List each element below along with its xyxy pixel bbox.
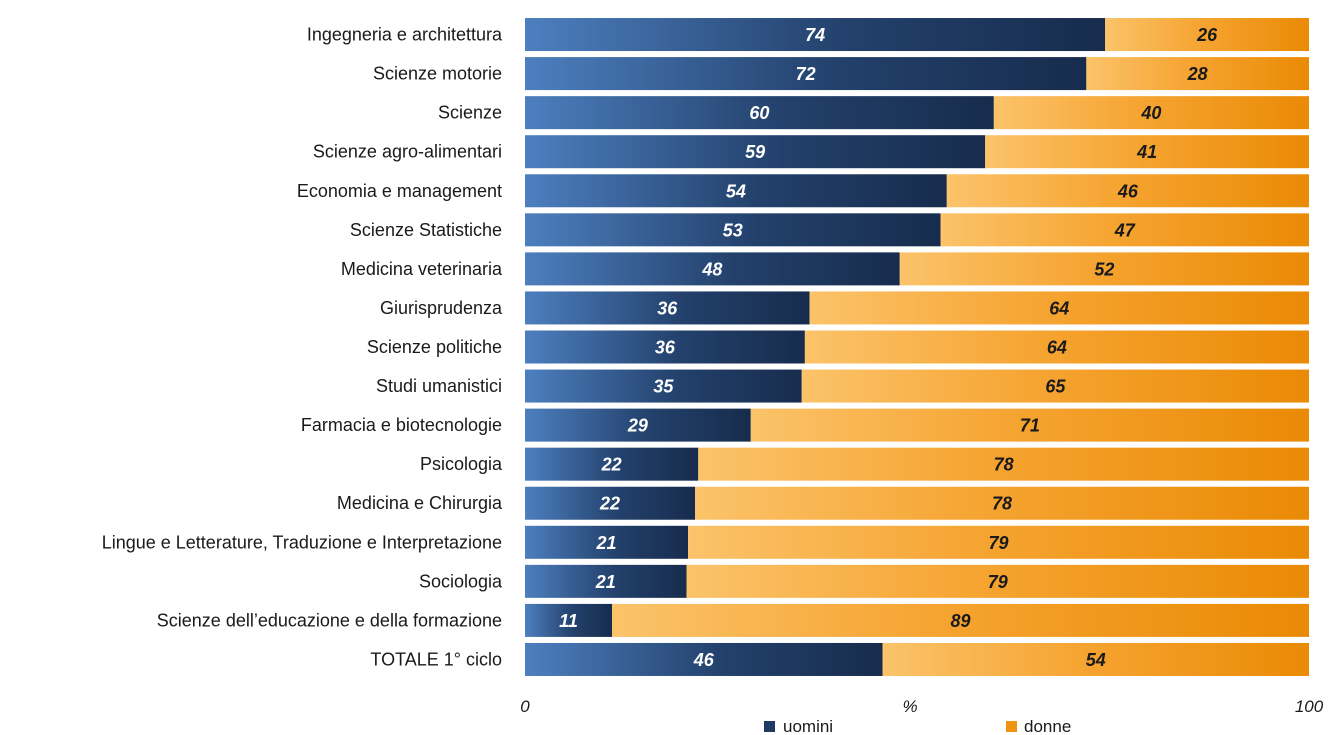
data-label-donne: 47 — [1114, 220, 1136, 240]
bar-donne — [688, 525, 1309, 559]
bar-uomini — [525, 408, 751, 442]
legend-swatch-donne — [1006, 721, 1017, 732]
data-label-uomini: 54 — [726, 181, 746, 201]
category-label: Farmacia e biotecnologie — [301, 415, 502, 435]
category-label: Psicologia — [420, 454, 503, 474]
data-label-uomini: 60 — [749, 103, 769, 123]
data-label-uomini: 74 — [805, 25, 825, 45]
bar-uomini — [525, 174, 947, 208]
data-label-uomini: 29 — [627, 416, 648, 436]
bar-uomini — [525, 369, 802, 403]
bar-donne — [1105, 18, 1309, 52]
bar-donne — [801, 369, 1309, 403]
category-label: Scienze Statistiche — [350, 220, 502, 240]
x-tick-min: 0 — [520, 697, 530, 716]
data-label-donne: 54 — [1086, 650, 1106, 670]
bar-donne — [940, 213, 1309, 247]
bar-donne — [985, 135, 1309, 169]
data-label-uomini: 53 — [723, 220, 743, 240]
category-label: Scienze dell’educazione e della formazio… — [157, 610, 502, 630]
data-label-donne: 52 — [1094, 259, 1114, 279]
bar-uomini — [525, 291, 810, 325]
category-label: Scienze agro-alimentari — [313, 142, 502, 162]
x-tick-max: 100 — [1295, 697, 1324, 716]
data-label-donne: 46 — [1117, 181, 1139, 201]
data-label-donne: 89 — [950, 611, 970, 631]
data-label-donne: 28 — [1187, 64, 1208, 84]
data-label-donne: 78 — [994, 455, 1014, 475]
bar-uomini — [525, 486, 696, 520]
bar-uomini — [525, 330, 805, 364]
data-label-donne: 79 — [988, 572, 1008, 592]
bar-donne — [804, 330, 1309, 364]
category-labels-group: Ingegneria e architettura Scienze motorie… — [102, 25, 503, 670]
category-label: Sociologia — [419, 571, 503, 591]
bar-donne — [695, 486, 1309, 520]
data-label-uomini: 35 — [653, 377, 674, 397]
data-label-uomini: 36 — [657, 298, 678, 318]
legend: uomini donne — [764, 717, 1071, 735]
bar-donne — [1086, 57, 1309, 91]
bar-donne — [612, 603, 1309, 637]
data-label-uomini: 36 — [655, 338, 676, 358]
bar-uomini — [525, 18, 1106, 52]
data-label-uomini: 46 — [693, 650, 715, 670]
bar-uomini — [525, 642, 883, 676]
category-label: Studi umanistici — [376, 376, 502, 396]
category-label: Medicina veterinaria — [341, 259, 503, 279]
category-label: Giurisprudenza — [380, 298, 503, 318]
data-label-donne: 26 — [1196, 25, 1218, 45]
bar-donne — [750, 408, 1309, 442]
category-label: Lingue e Letterature, Traduzione e Inter… — [102, 532, 502, 552]
bar-uomini — [525, 603, 613, 637]
bar-uomini — [525, 135, 986, 169]
data-label-donne: 40 — [1140, 103, 1161, 123]
bar-uomini — [525, 564, 687, 598]
data-label-uomini: 22 — [601, 455, 622, 475]
data-label-uomini: 48 — [701, 259, 722, 279]
category-label: Medicina e Chirurgia — [337, 493, 503, 513]
bar-donne — [882, 642, 1309, 676]
data-label-uomini: 21 — [595, 572, 616, 592]
category-label: Scienze motorie — [373, 64, 502, 84]
data-label-donne: 65 — [1045, 377, 1066, 397]
bar-donne — [946, 174, 1309, 208]
data-label-uomini: 59 — [745, 142, 765, 162]
bar-donne — [899, 252, 1309, 286]
data-label-donne: 79 — [989, 533, 1009, 553]
data-label-donne: 71 — [1020, 416, 1040, 436]
bar-uomini — [525, 96, 994, 130]
category-label: Scienze politiche — [367, 337, 502, 357]
data-label-donne: 64 — [1047, 338, 1067, 358]
data-label-uomini: 72 — [796, 64, 816, 84]
data-label-donne: 64 — [1049, 298, 1069, 318]
bar-donne — [809, 291, 1309, 325]
category-label: Scienze — [438, 103, 502, 123]
legend-label-donne: donne — [1024, 717, 1071, 735]
bar-uomini — [525, 252, 900, 286]
bar-donne — [686, 564, 1309, 598]
legend-swatch-uomini — [764, 721, 775, 732]
bars-group: 74 26 72 28 60 40 59 41 54 46 53 47 48 52 36 64 36 64 35 65… — [525, 18, 1309, 676]
bar-uomini — [525, 213, 941, 247]
legend-label-uomini: uomini — [783, 717, 833, 735]
bar-donne — [993, 96, 1309, 130]
bar-donne — [698, 447, 1309, 481]
category-label: Economia e management — [297, 181, 502, 201]
bar-uomini — [525, 447, 699, 481]
data-label-donne: 41 — [1136, 142, 1157, 162]
bar-uomini — [525, 57, 1087, 91]
data-label-uomini: 11 — [559, 611, 578, 631]
x-axis-unit-label: % — [902, 697, 917, 716]
bar-uomini — [525, 525, 689, 559]
category-label: Ingegneria e architettura — [307, 25, 503, 45]
data-label-uomini: 22 — [599, 494, 620, 514]
data-label-uomini: 21 — [596, 533, 617, 553]
category-label: TOTALE 1° ciclo — [370, 649, 502, 669]
data-label-donne: 78 — [992, 494, 1012, 514]
